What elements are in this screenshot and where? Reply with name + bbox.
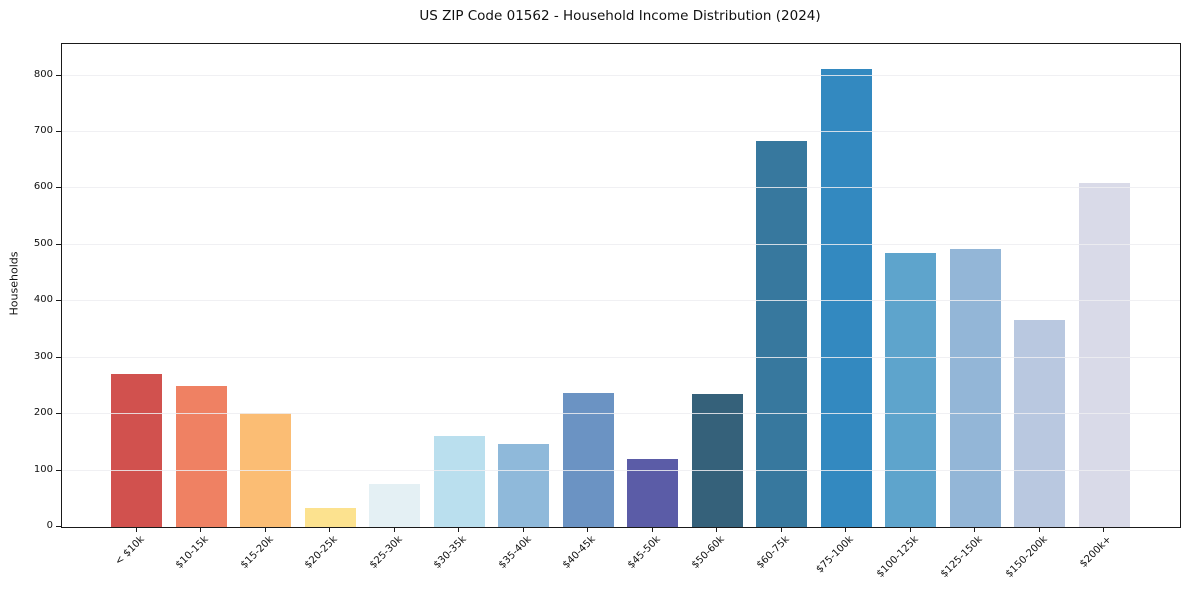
- bar-$125-150k: [949, 249, 1001, 527]
- y-tick-mark-0: [56, 526, 61, 527]
- gridline-y200: [62, 413, 1180, 415]
- bar-$10-15k: [175, 385, 227, 527]
- x-tick-mark-$30-35k: [458, 527, 459, 532]
- bar-$75-100k: [820, 69, 872, 527]
- bar-$20-25k: [304, 508, 356, 527]
- gridline-y400: [62, 300, 1180, 302]
- x-tick-mark-$45-50k: [651, 527, 653, 532]
- x-tick-mark-$50-60k: [716, 527, 717, 532]
- bar-$45-50k: [627, 458, 678, 527]
- x-tick-mark-$100-125k: [909, 527, 911, 532]
- x-tick-mark-$40-45k: [587, 527, 588, 532]
- y-tick-label-300: 300: [33, 350, 53, 362]
- bar-$15-20k: [240, 413, 291, 527]
- gridline-y600: [62, 187, 1180, 189]
- bar-$150-200k: [1014, 319, 1065, 527]
- x-tick-mark-$10-15k: [200, 527, 201, 532]
- bar-$25-30k: [369, 484, 420, 527]
- y-tick-mark-700: [56, 131, 61, 133]
- y-tick-label-100: 100: [33, 463, 53, 475]
- y-tick-mark-800: [56, 74, 61, 76]
- gridline-y800: [62, 74, 1180, 76]
- y-tick-mark-600: [56, 187, 61, 189]
- plot-area: [61, 43, 1181, 528]
- bar-$50-60k: [691, 394, 743, 527]
- gridline-y100: [62, 469, 1180, 471]
- bar-$35-40k: [498, 444, 549, 527]
- bar-$40-45k: [562, 392, 614, 527]
- y-tick-label-700: 700: [33, 125, 53, 137]
- x-tick-mark-$25-30k: [393, 527, 395, 532]
- y-axis-label: Households: [7, 251, 21, 316]
- x-tick-mark-$20-25k: [329, 527, 330, 532]
- y-tick-label-600: 600: [33, 181, 53, 193]
- bar-< $10k: [111, 373, 162, 527]
- y-tick-label-400: 400: [33, 294, 53, 306]
- x-tick-mark-$35-40k: [522, 527, 524, 532]
- x-tick-mark-$150-200k: [1038, 527, 1040, 532]
- bar-$30-35k: [433, 435, 485, 527]
- y-tick-label-500: 500: [33, 237, 53, 249]
- y-tick-label-200: 200: [33, 407, 53, 419]
- gridline-y700: [62, 131, 1180, 133]
- y-tick-mark-400: [56, 300, 61, 302]
- gridline-y300: [62, 356, 1180, 358]
- x-tick-mark-$75-100k: [845, 527, 846, 532]
- y-tick-mark-500: [56, 243, 61, 245]
- x-tick-mark-$125-150k: [974, 527, 975, 532]
- chart-title: US ZIP Code 01562 - Household Income Dis…: [419, 8, 821, 24]
- x-tick-mark-< $10k: [135, 527, 137, 532]
- x-tick-label-< $10k: < $10k: [112, 534, 147, 568]
- x-tick-mark-$200k+: [1103, 527, 1104, 532]
- y-tick-mark-300: [56, 356, 61, 358]
- y-tick-mark-100: [56, 469, 61, 471]
- y-tick-label-800: 800: [33, 68, 53, 80]
- bar-$200k+: [1078, 183, 1130, 527]
- bar-$60-75k: [756, 140, 807, 527]
- x-tick-mark-$15-20k: [264, 527, 266, 532]
- gridline-y500: [62, 243, 1180, 245]
- y-tick-label-0: 0: [46, 520, 53, 531]
- y-tick-mark-200: [56, 413, 61, 415]
- bar-$100-125k: [885, 252, 936, 527]
- x-tick-mark-$60-75k: [780, 527, 782, 532]
